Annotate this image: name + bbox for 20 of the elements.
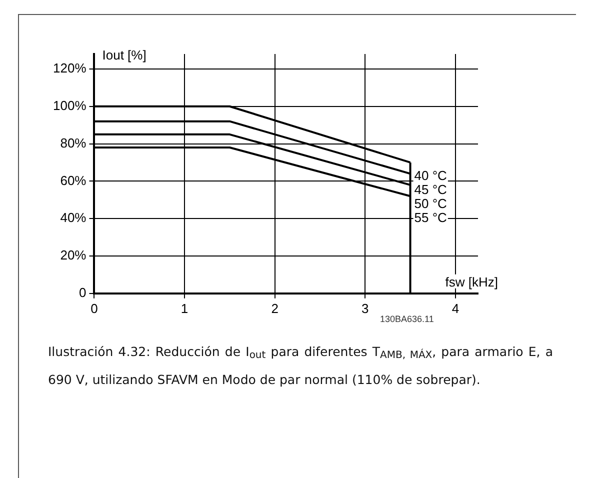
y-tick-label: 120% [53, 60, 87, 76]
x-tick-label: 0 [90, 300, 98, 316]
series-label: 50 °C [414, 196, 447, 212]
y-tick-label: 0 [79, 284, 86, 300]
y-tick-label: 60% [60, 172, 87, 188]
y-tick-label: 40% [60, 210, 87, 226]
y-tick-label: 20% [60, 248, 87, 263]
y-tick-label: 80% [60, 135, 87, 150]
x-tick-label: 4 [452, 300, 460, 316]
text: 130BA636.11 [380, 314, 434, 324]
y-tick-label: 100% [53, 98, 87, 113]
series-label: 40 °C [414, 168, 447, 184]
x-tick-label: 1 [180, 300, 188, 316]
y-axis-title: Iout [%] [102, 48, 146, 63]
text: Ilustración 4.32: Reducción de I$_{out}$ para diferentes T$_{AMB, MÁX}$, para armario E, a 690 V, utilizando SFAVM en Modo de par normal (110% de sobrepar). [48, 343, 553, 389]
x-tick-label: 3 [362, 300, 369, 316]
series-label: 55 °C [414, 210, 447, 226]
series-label: 45 °C [414, 182, 447, 198]
x-axis-title: fsw [kHz] [445, 274, 498, 290]
x-tick-label: 2 [271, 300, 278, 316]
